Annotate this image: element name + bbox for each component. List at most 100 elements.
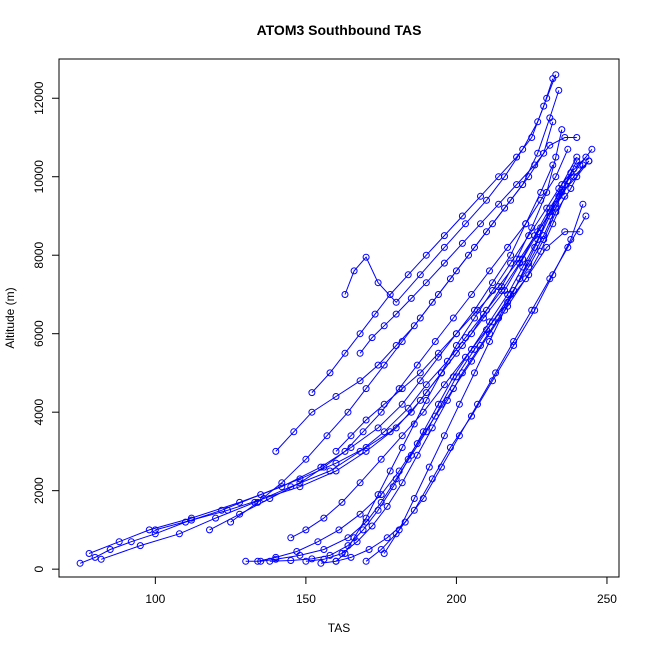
data-point [356,349,364,357]
series-line [344,74,557,304]
data-point [534,149,542,157]
data-series [308,75,557,397]
y-tick-label: 8000 [32,242,46,269]
data-point [326,369,334,377]
y-tick-label: 12000 [32,81,46,115]
x-tick-label: 100 [145,592,165,606]
data-point [513,153,521,161]
data-point [552,173,560,181]
data-point [431,412,439,420]
data-point [272,555,280,563]
data-point [308,408,316,416]
data-point [332,467,340,475]
data-point [332,459,340,467]
data-point [534,228,542,236]
series-line [79,129,563,564]
series-line [155,168,575,531]
data-point [272,553,280,561]
data-point [446,275,454,283]
series-line [88,164,554,554]
data-point [573,153,581,161]
data-point [386,291,394,298]
data-point [480,314,487,322]
series-line [257,196,566,562]
data-point [564,145,572,153]
data-series [287,228,584,542]
data-point [462,220,469,228]
data-point [374,506,382,514]
data-point [428,424,436,432]
data-point [570,165,578,173]
data-point [356,377,364,385]
data-point [477,220,484,228]
data-point [489,279,496,287]
data-series [254,192,569,565]
data-point [175,530,183,538]
data-point [314,538,322,546]
data-point [287,534,295,542]
data-point [555,86,563,94]
data-point [468,412,475,420]
data-point [392,342,400,349]
data-point [546,275,554,283]
data-point [428,298,436,306]
data-point [341,291,349,298]
data-point [543,94,551,102]
data-point [455,400,463,408]
y-axis-label: Altitude (m) [3,287,17,348]
data-point [501,306,509,314]
data-point [293,548,301,555]
data-point [513,181,521,189]
data-point [335,526,343,534]
data-point [356,510,364,518]
data-point [278,479,286,487]
data-point [561,228,569,236]
data-point [413,361,421,369]
data-point [320,514,328,522]
data-point [477,342,484,349]
data-point [501,287,509,294]
data-point [492,369,500,377]
data-point [495,200,503,208]
data-point [549,220,557,228]
data-point [416,396,424,404]
data-point [552,153,560,161]
data-point [567,185,575,192]
data-point [416,271,424,279]
data-point [392,298,400,306]
data-point [422,381,430,389]
data-point [151,526,159,534]
data-point [368,334,376,342]
data-point [338,498,346,506]
data-point [413,440,421,448]
data-series [266,153,581,565]
data-point [434,349,442,357]
data-series [317,212,590,567]
data-point [383,502,391,510]
data-point [474,400,481,408]
data-point [272,447,280,455]
data-point [471,314,478,322]
y-tick-label: 6000 [32,320,46,347]
x-axis-label: TAS [328,621,350,635]
x-tick-label: 250 [597,592,617,606]
data-point [546,141,554,149]
data-point [350,534,358,542]
y-tick-label: 10000 [32,160,46,194]
data-point [398,432,406,440]
series-line [209,149,569,531]
data-point [344,408,352,416]
data-point [341,447,349,455]
data-point [392,310,400,318]
data-point [296,483,304,491]
series-line [365,204,584,562]
series-line [290,231,580,539]
data-point [410,506,418,514]
data-point [483,228,490,236]
data-point [320,463,328,471]
data-point [534,236,542,243]
data-point [127,538,135,546]
data-series [151,165,578,534]
series-line [101,160,578,560]
data-point [356,479,364,487]
